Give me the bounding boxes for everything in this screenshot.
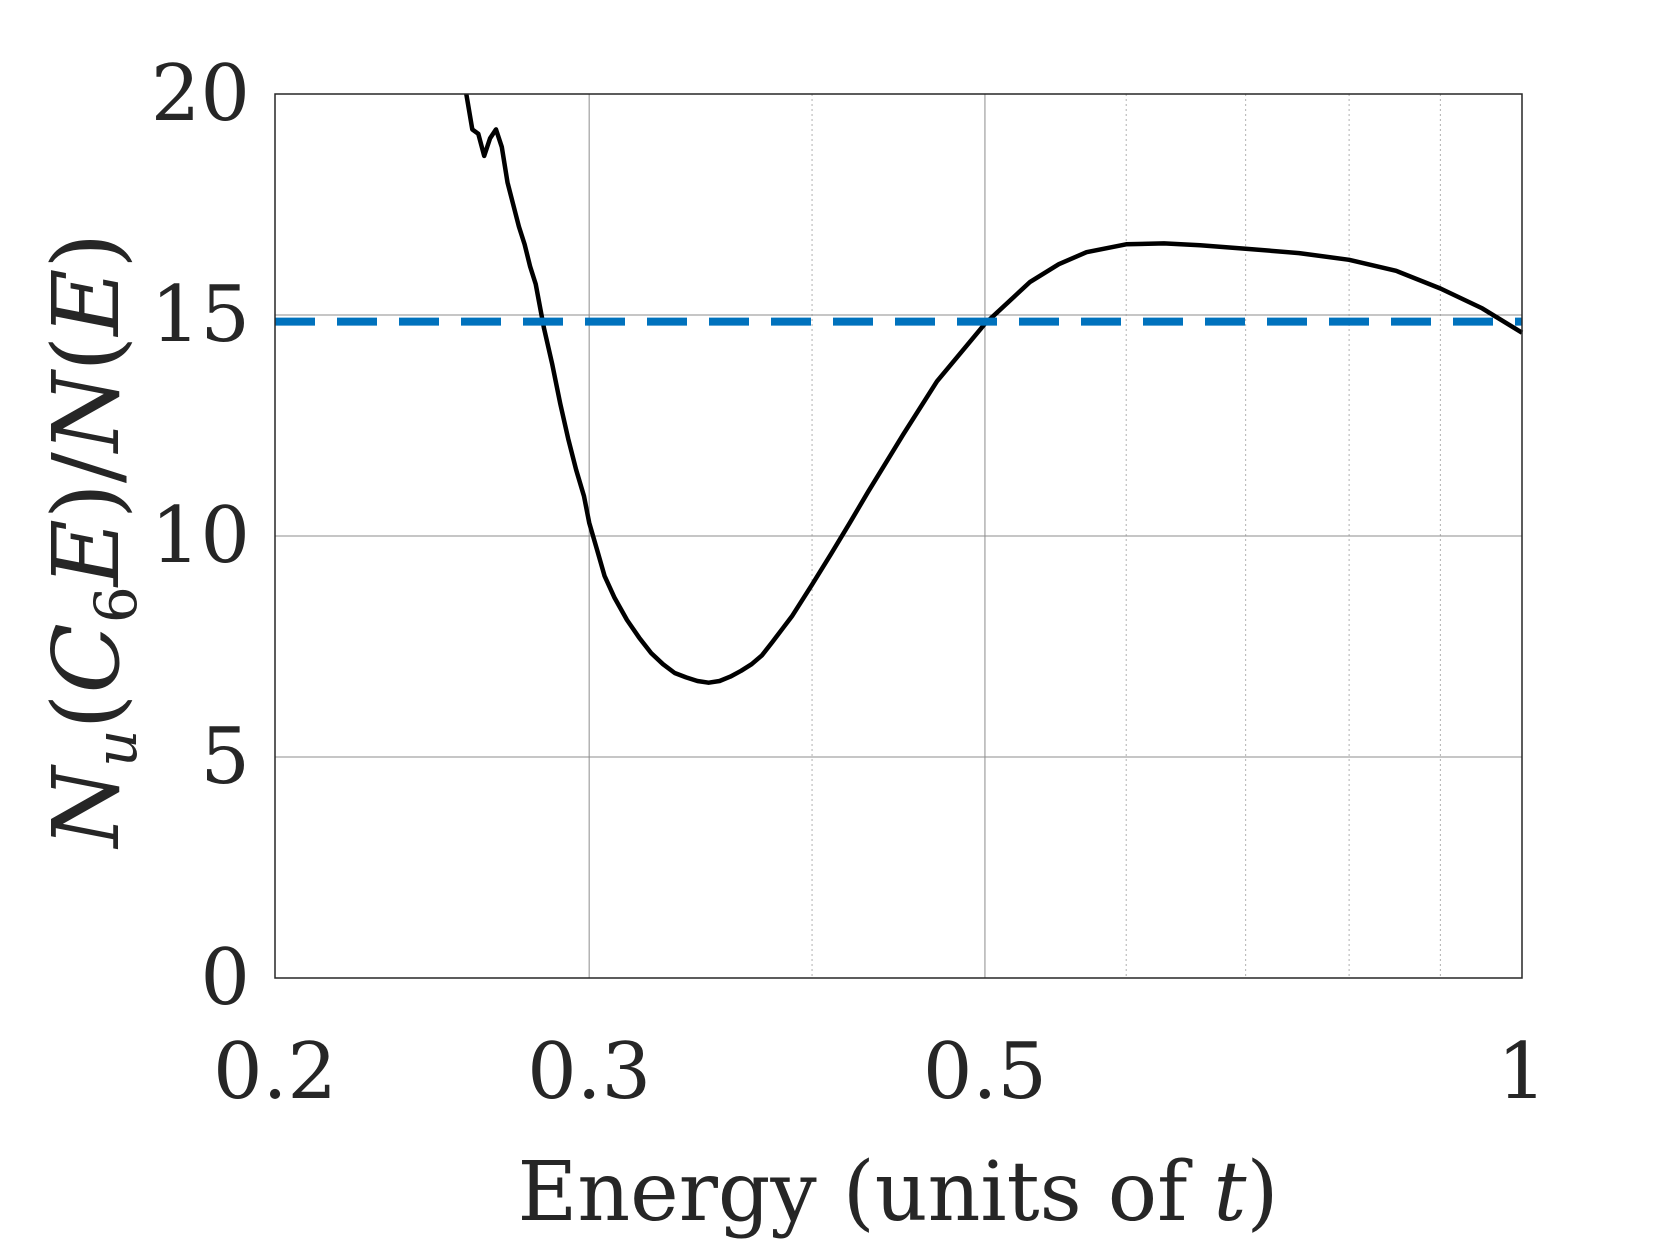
x-tick-label: 0.5 bbox=[923, 1027, 1047, 1117]
y-tick-label: 20 bbox=[151, 49, 250, 139]
y-tick-label: 5 bbox=[200, 712, 250, 802]
x-tick-label: 1 bbox=[1497, 1027, 1547, 1117]
x-tick-label: 0.2 bbox=[213, 1027, 337, 1117]
x-tick-label: 0.3 bbox=[527, 1027, 651, 1117]
plot-frame bbox=[274, 93, 1523, 979]
y-axis-label: Nu(C6E)/N(E) bbox=[33, 233, 150, 850]
x-axis-label: Energy (units of t) bbox=[518, 1145, 1279, 1240]
y-tick-label: 15 bbox=[151, 270, 250, 360]
series-layer bbox=[275, 93, 1524, 685]
y-tick-label: 10 bbox=[151, 491, 250, 581]
series-line-ratio bbox=[464, 93, 1524, 685]
grid-lines bbox=[275, 94, 1522, 978]
y-tick-label: 0 bbox=[200, 933, 250, 1023]
